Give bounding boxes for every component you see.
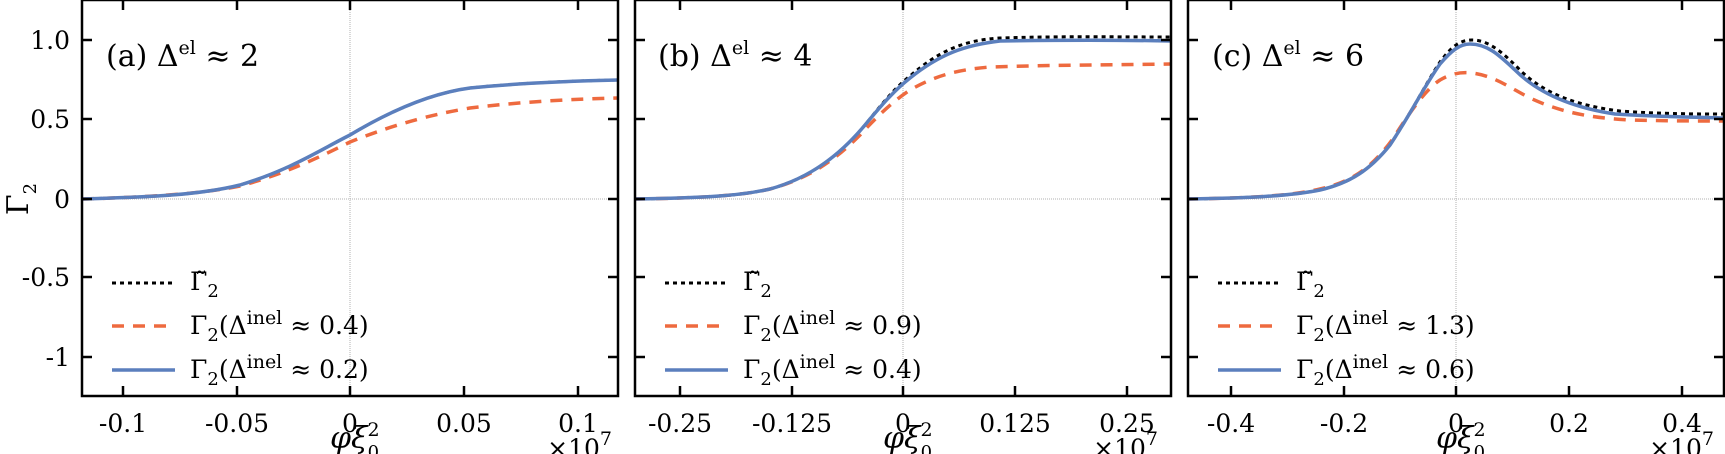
y-tick-label: 0.5 <box>30 105 70 134</box>
x-tick-label: 0.05 <box>436 409 492 438</box>
y-tick-label: 0 <box>54 185 70 214</box>
x-tick-label: -0.2 <box>1320 409 1368 438</box>
curve-gamma-dashed <box>634 62 1172 201</box>
x-ticks <box>121 0 580 396</box>
x-tick-label: 0.1 <box>558 409 598 438</box>
legend-label: Γ2(Δinel ≈ 0.2) <box>190 351 369 390</box>
legend-label: Γ2(Δinel ≈ 0.6) <box>1296 351 1475 390</box>
legend-label: Γ̃2 <box>1296 267 1325 302</box>
x-ticks <box>1229 0 1684 396</box>
x-axis-label: φξ2 0 <box>883 419 933 454</box>
legend: Γ̃2 Γ2(Δinel ≈ 1.3) Γ2(Δinel ≈ 0.6) <box>1218 267 1475 390</box>
x-tick-label: -0.25 <box>648 409 712 438</box>
y-tick-label: -0.5 <box>22 263 70 292</box>
panel-c: -0.4 -0.2 0 0.2 0.4 (c) Δel ≈ 6 Γ̃2 Γ2(Δ… <box>1186 0 1725 454</box>
x-tick-label: -0.4 <box>1207 409 1255 438</box>
y-ticks <box>82 38 618 359</box>
panel-label: (b) Δel ≈ 4 <box>658 37 812 74</box>
x-multiplier: ×107 <box>547 428 612 454</box>
x-axis-label: φξ2 0 <box>330 419 380 454</box>
x-tick-label: 0 <box>895 409 911 438</box>
x-tick-label: 0.125 <box>979 409 1051 438</box>
x-tick-label: 0.4 <box>1662 409 1702 438</box>
legend: Γ̃2 Γ2(Δinel ≈ 0.9) Γ2(Δinel ≈ 0.4) <box>665 267 922 390</box>
panel-b: -0.25 -0.125 0 0.125 0.25 (b) Δel ≈ 4 Γ̃… <box>633 0 1173 454</box>
y-axis-label-text: Γ <box>1 194 36 215</box>
legend-label: Γ2(Δinel ≈ 0.4) <box>190 307 369 346</box>
panel-label: (a) Δel ≈ 2 <box>106 37 259 74</box>
y-ticks <box>635 38 1171 359</box>
x-tick-label: 0.2 <box>1549 409 1589 438</box>
legend-label: Γ2(Δinel ≈ 0.9) <box>743 307 922 346</box>
x-ticks <box>678 0 1129 396</box>
legend-label: Γ̃2 <box>743 267 772 302</box>
x-tick-label: 0.25 <box>1099 409 1155 438</box>
curve-tilde-gamma <box>81 78 619 201</box>
panel-label: (c) Δel ≈ 6 <box>1212 37 1364 74</box>
legend-label: Γ2(Δinel ≈ 0.4) <box>743 351 922 390</box>
x-tick-labels: -0.25 -0.125 0 0.125 0.25 <box>648 409 1155 438</box>
curve-gamma-solid <box>634 38 1172 201</box>
y-axis-label: Γ2 <box>1 183 41 215</box>
x-tick-label: -0.1 <box>99 409 147 438</box>
y-axis-label-sub: 2 <box>20 183 41 194</box>
legend-label: Γ̃2 <box>190 267 219 302</box>
legend: Γ̃2 Γ2(Δinel ≈ 0.4) Γ2(Δinel ≈ 0.2) <box>112 267 369 390</box>
x-tick-label: 0 <box>1448 409 1464 438</box>
y-tick-labels: 1.0 0.5 0 -0.5 -1 <box>22 26 70 372</box>
panel-a: -0.1 -0.05 0 0.05 0.1 (a) Δel ≈ 2 Γ̃2 Γ2… <box>80 0 620 454</box>
legend-label: Γ2(Δinel ≈ 1.3) <box>1296 307 1475 346</box>
x-axis-label: φξ2 0 <box>1436 419 1486 454</box>
x-tick-label: -0.05 <box>205 409 269 438</box>
curve-gamma-solid <box>1187 42 1725 201</box>
y-ticks <box>1188 38 1724 359</box>
y-tick-label: 1.0 <box>30 26 70 55</box>
x-tick-labels: -0.1 -0.05 0 0.05 0.1 <box>99 409 598 438</box>
x-multiplier: ×107 <box>1093 428 1158 454</box>
x-multiplier: ×107 <box>1649 428 1714 454</box>
curve-tilde-gamma <box>1187 38 1725 201</box>
x-tick-label: 0 <box>342 409 358 438</box>
y-tick-label: -1 <box>46 343 70 372</box>
x-tick-labels: -0.4 -0.2 0 0.2 0.4 <box>1207 409 1702 438</box>
x-tick-label: -0.125 <box>752 409 832 438</box>
curve-gamma-solid <box>81 78 619 201</box>
